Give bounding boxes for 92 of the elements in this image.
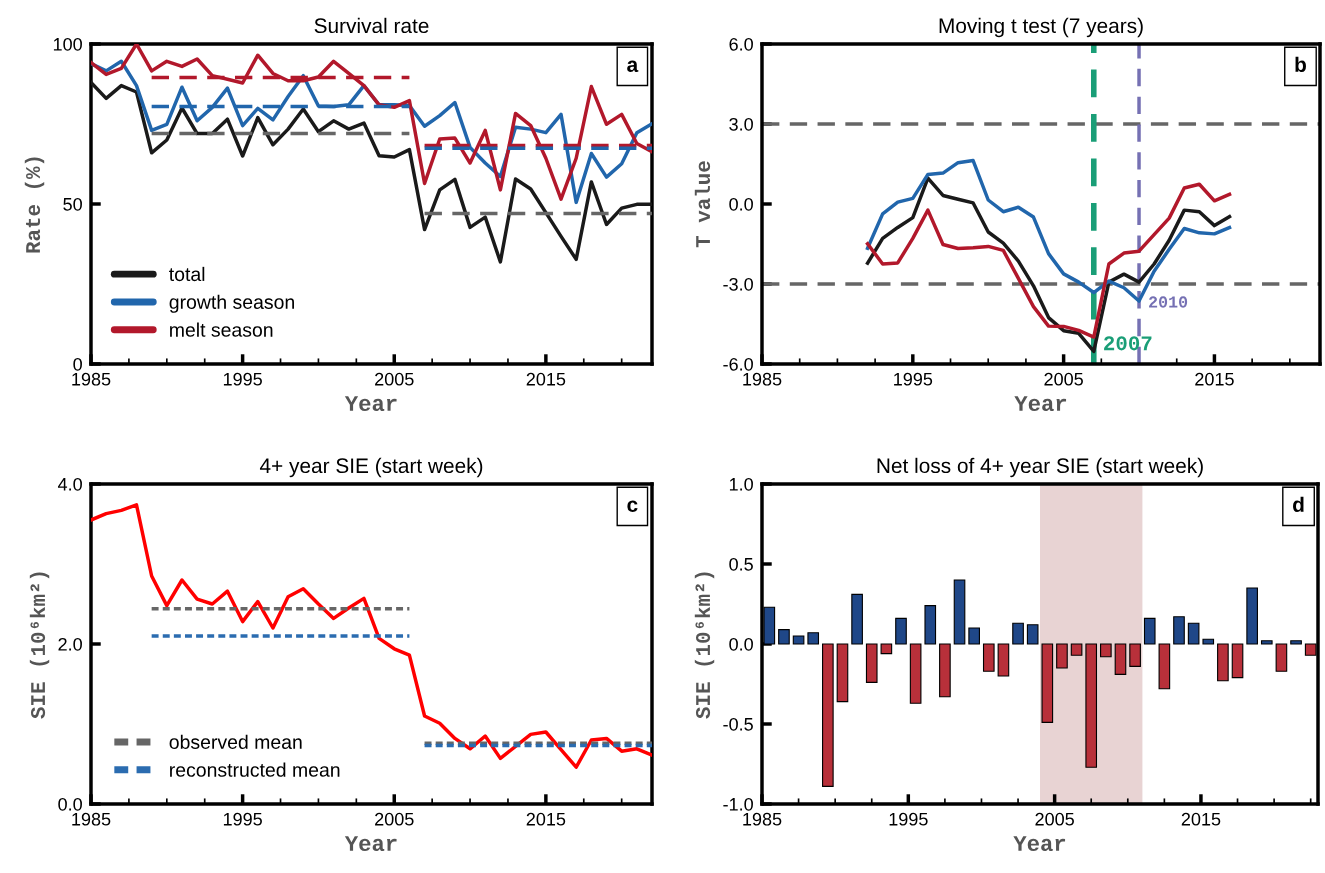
x-tick-label: 1985 <box>72 812 111 826</box>
bar <box>968 627 980 645</box>
bar <box>924 605 937 645</box>
y-tick-label: 0.0 <box>729 197 753 211</box>
bar <box>982 643 995 672</box>
y-tick-label: -1.0 <box>723 797 753 811</box>
y-tick-label: 50 <box>63 197 82 211</box>
x-axis-title: Year <box>344 836 397 852</box>
bar <box>1187 622 1200 645</box>
y-tick-label: -3.0 <box>723 277 753 291</box>
x-tick-label: 2005 <box>375 372 414 386</box>
x-tick-label: 2005 <box>1035 812 1074 826</box>
bar <box>1041 643 1054 723</box>
bar <box>851 593 863 645</box>
bar <box>909 643 922 704</box>
bar <box>1114 643 1127 675</box>
bar <box>1085 643 1098 768</box>
bar <box>1026 624 1039 645</box>
x-tick-label: 2015 <box>526 812 566 826</box>
annotation: c <box>627 500 638 512</box>
y-tick-label: -6.0 <box>723 357 753 371</box>
x-tick-label: 2015 <box>526 372 566 386</box>
x-axis-title: Year <box>1013 836 1066 852</box>
bar <box>1260 640 1273 645</box>
y-axis-title: SIE (10⁶km²) <box>694 572 715 719</box>
y-tick-label: 100 <box>53 37 82 51</box>
legend-label: melt season <box>170 322 273 337</box>
ref-line-label: 2007 <box>1104 336 1152 351</box>
bar <box>1290 640 1302 645</box>
x-tick-label: 2015 <box>1195 372 1234 386</box>
y-tick-label: 4.0 <box>57 477 82 491</box>
x-tick-label: 1995 <box>223 372 262 386</box>
legend-label: total <box>169 266 205 282</box>
annotation: b <box>1295 56 1306 72</box>
chart-title: 4+ year SIE (start week) <box>259 457 483 478</box>
bar <box>778 629 790 645</box>
y-axis-title: T value <box>694 161 711 248</box>
bar <box>1129 643 1141 667</box>
annotation: a <box>627 60 639 72</box>
x-tick-label: 2015 <box>1181 812 1221 826</box>
bar <box>1143 617 1156 645</box>
y-tick-label: 1.0 <box>729 477 753 491</box>
bar <box>939 643 951 698</box>
x-tick-label: 1985 <box>743 812 782 826</box>
ref-line-label: 2010 <box>1149 296 1188 308</box>
y-tick-label: 2.0 <box>58 637 82 651</box>
x-tick-label: 1985 <box>743 372 782 386</box>
bar <box>1231 643 1244 679</box>
y-tick-label: 0.0 <box>729 637 753 651</box>
bar <box>1158 643 1171 690</box>
bar <box>880 643 893 655</box>
bar <box>895 617 907 645</box>
chart-title: Moving t test (7 years) <box>939 17 1143 38</box>
y-tick-label: -0.5 <box>723 717 753 731</box>
x-tick-label: 1995 <box>889 812 928 826</box>
bar <box>1070 643 1083 656</box>
bar <box>953 579 966 645</box>
y-axis-title: Rate (%) <box>24 157 45 253</box>
x-tick-label: 2005 <box>375 812 414 826</box>
x-tick-label: 1995 <box>223 812 262 826</box>
bar <box>1173 616 1185 645</box>
y-tick-label: 0 <box>73 357 82 371</box>
y-tick-label: 0.5 <box>729 557 753 571</box>
bar <box>792 635 805 645</box>
line-series <box>91 80 652 264</box>
chart-title: Survival rate <box>314 17 429 34</box>
bar <box>822 643 834 787</box>
x-tick-label: 2005 <box>1044 372 1083 386</box>
bar <box>1056 643 1068 669</box>
x-axis-title: Year <box>1014 396 1067 412</box>
x-tick-label: 1995 <box>894 372 933 386</box>
bar <box>1217 643 1229 682</box>
bar <box>1012 622 1024 645</box>
legend-label: observed mean <box>169 734 302 749</box>
x-axis-title: Year <box>344 396 397 412</box>
y-tick-label: 6.0 <box>729 37 753 51</box>
bar <box>997 643 1010 677</box>
bar <box>1246 587 1258 645</box>
bar <box>865 643 878 683</box>
y-axis-title: SIE (10⁶km²) <box>29 572 50 719</box>
annotation: d <box>1293 496 1304 512</box>
bar <box>1202 638 1215 645</box>
chart-title: Net loss of 4+ year SIE (start week) <box>877 457 1203 478</box>
bar <box>836 643 849 703</box>
bar <box>1100 643 1112 658</box>
bar <box>807 632 820 645</box>
x-tick-label: 1985 <box>72 372 111 386</box>
legend-label: reconstructed mean <box>170 762 340 777</box>
legend-label: growth season <box>169 294 294 313</box>
y-tick-label: 0.0 <box>58 797 82 811</box>
bar <box>1275 643 1288 672</box>
y-tick-label: 3.0 <box>729 117 753 131</box>
